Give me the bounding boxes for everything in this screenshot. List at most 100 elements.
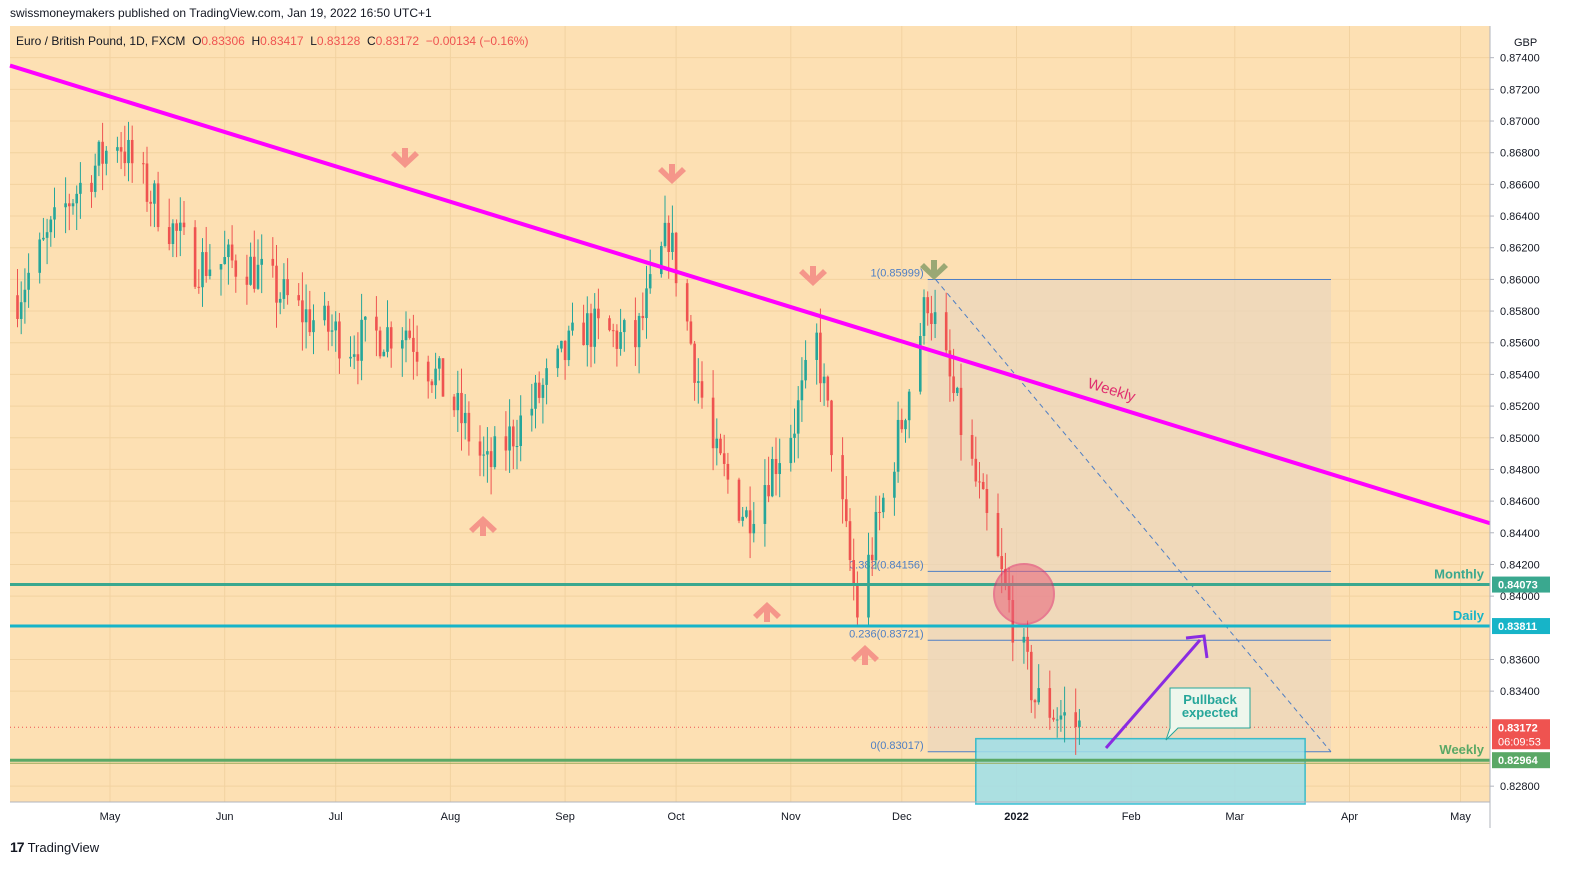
candle-body	[16, 295, 19, 319]
candle-body	[597, 308, 600, 319]
candle-body	[223, 257, 226, 265]
candle-body	[900, 419, 904, 430]
candle-body	[545, 368, 548, 385]
candle-body	[515, 446, 519, 448]
y-tick-label: 0.85400	[1500, 369, 1540, 381]
level-label-weekly: Weekly	[1439, 742, 1484, 757]
candle-body	[208, 269, 212, 276]
x-tick-label: Nov	[781, 811, 801, 823]
candle-body	[197, 286, 201, 288]
candle-body	[611, 330, 615, 332]
candle-body	[219, 264, 223, 270]
candle-body	[230, 244, 234, 261]
y-tick-label: 0.84400	[1500, 528, 1540, 540]
candle-body	[130, 139, 134, 164]
candle-body	[882, 497, 885, 513]
candle-body	[1037, 688, 1040, 703]
high-label: H	[251, 34, 261, 48]
x-tick-label: Dec	[892, 811, 912, 823]
candle-body	[71, 203, 75, 207]
candle-body	[789, 437, 793, 464]
candle-body	[874, 511, 878, 561]
price-tag-label: 0.84073	[1498, 580, 1538, 592]
candle-body	[922, 297, 926, 337]
candle-body	[53, 207, 56, 220]
weekly-trendline	[9, 63, 1491, 526]
candle-body	[426, 361, 430, 382]
fib-retracement-zone	[927, 279, 1331, 752]
candle-body	[619, 332, 622, 349]
candle-body	[959, 387, 963, 436]
candle-body	[1048, 688, 1052, 718]
tradingview-logo[interactable]: 17 TradingView	[10, 839, 99, 855]
y-tick-label: 0.87200	[1500, 84, 1540, 96]
y-tick-label: 0.86800	[1500, 148, 1540, 160]
candle-body	[667, 222, 670, 252]
candle-body	[933, 312, 937, 325]
candle-body	[589, 313, 593, 347]
candle-body	[996, 512, 1000, 557]
level-label-monthly: Monthly	[1434, 567, 1485, 582]
tradingview-logo-text: TradingView	[27, 839, 100, 855]
candle-body	[774, 458, 778, 475]
candle-body	[23, 289, 27, 303]
candle-body	[153, 183, 156, 204]
y-tick-label: 0.86000	[1500, 274, 1540, 286]
candle-body	[204, 252, 208, 276]
pullback-callout-text: Pullback	[1183, 692, 1237, 707]
candle-body	[804, 359, 807, 381]
change-value: −0.00134 (−0.16%)	[425, 34, 529, 48]
candle-body	[641, 315, 645, 319]
candle-body	[896, 419, 900, 472]
candle-body	[608, 318, 611, 331]
candle-body	[338, 321, 341, 359]
y-tick-label: 0.83600	[1500, 654, 1540, 666]
low-value: 0.83128	[316, 34, 361, 48]
candle-body	[763, 485, 767, 524]
y-tick-label: 0.84800	[1500, 464, 1540, 476]
candle-body	[93, 165, 97, 192]
candle-body	[893, 471, 896, 498]
close-label: C	[366, 34, 376, 48]
candle-body	[648, 274, 652, 289]
candle-body	[534, 382, 537, 409]
candle-body	[119, 147, 123, 152]
candle-body	[175, 223, 178, 231]
candle-body	[722, 453, 726, 464]
candle-body	[930, 313, 933, 325]
candle-body	[956, 387, 959, 394]
candle-body	[845, 499, 848, 522]
candle-body	[660, 246, 663, 275]
candle-body	[323, 305, 326, 321]
pullback-callout-text: expected	[1182, 705, 1238, 720]
y-tick-label: 0.84200	[1500, 559, 1540, 571]
candle-body	[193, 227, 197, 287]
candle-body	[985, 489, 989, 513]
candle-body	[286, 279, 289, 296]
x-tick-label: May	[100, 811, 121, 823]
fib-diagonal-line	[935, 279, 1332, 753]
countdown-label: 06:09:53	[1498, 736, 1541, 748]
arrow-up-icon	[753, 602, 781, 622]
candle-body	[952, 376, 955, 394]
candle-body	[438, 358, 441, 369]
candle-body	[260, 258, 263, 265]
candle-body	[412, 337, 415, 352]
candle-body	[778, 463, 781, 475]
x-tick-label: Oct	[668, 811, 685, 823]
candle-body	[637, 315, 641, 348]
candle-body	[142, 163, 145, 165]
candle-body	[512, 426, 515, 447]
candle-body	[327, 305, 330, 332]
breakdown-highlight-circle	[993, 563, 1055, 625]
candle-body	[334, 321, 337, 331]
y-tick-label: 0.85800	[1500, 306, 1540, 318]
candle-body	[256, 264, 260, 289]
candle-body	[1026, 636, 1029, 652]
candle-body	[249, 256, 252, 285]
candle-body	[711, 397, 715, 449]
candle-body	[271, 258, 275, 266]
candle-body	[430, 381, 434, 386]
candle-body	[926, 297, 929, 314]
